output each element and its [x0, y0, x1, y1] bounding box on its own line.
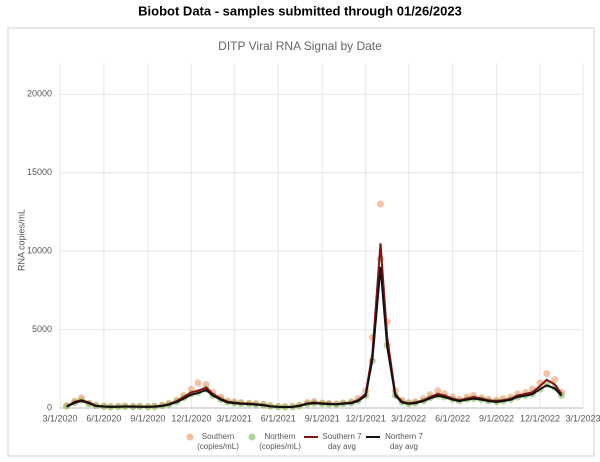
x-tick-label: 9/1/2021	[305, 413, 340, 423]
legend-label: Northern (copies/mL)	[259, 432, 301, 451]
y-tick-label: 10000	[27, 246, 52, 256]
legend-marker	[248, 433, 256, 441]
x-tick-label: 3/1/2021	[217, 413, 252, 423]
line	[66, 266, 563, 409]
x-tick-label: 6/1/2021	[261, 413, 296, 423]
point	[194, 379, 202, 387]
x-tick-label: 3/1/2020	[42, 413, 77, 423]
legend-label: Southern (copies/mL)	[197, 432, 239, 451]
chart-title: DITP Viral RNA Signal by Date	[218, 39, 382, 53]
x-tick-label: 9/1/2022	[479, 413, 514, 423]
y-tick-label: 5000	[32, 324, 52, 334]
x-tick-label: 12/1/2021	[346, 413, 386, 423]
point	[376, 200, 384, 208]
x-tick-label: 6/1/2022	[435, 413, 470, 423]
chart-frame	[7, 27, 595, 457]
legend-marker	[186, 433, 194, 441]
x-tick-label: 3/1/2023	[565, 413, 600, 423]
page-title: Biobot Data - samples submitted through …	[138, 3, 462, 18]
y-axis-title: RNA copies/mL	[16, 209, 26, 271]
x-tick-label: 12/1/2020	[171, 413, 211, 423]
legend-label: Northern 7 day avg	[385, 432, 423, 451]
point	[543, 370, 551, 377]
x-tick-label: 6/1/2020	[86, 413, 121, 423]
x-tick-label: 12/1/2022	[520, 413, 560, 423]
x-tick-label: 9/1/2020	[130, 413, 165, 423]
point	[551, 376, 559, 384]
y-tick-label: 20000	[27, 89, 52, 99]
y-tick-label: 0	[47, 402, 52, 412]
y-tick-label: 15000	[27, 167, 52, 177]
x-tick-label: 3/1/2022	[391, 413, 426, 423]
legend-label: Southern 7 day avg	[322, 432, 362, 451]
